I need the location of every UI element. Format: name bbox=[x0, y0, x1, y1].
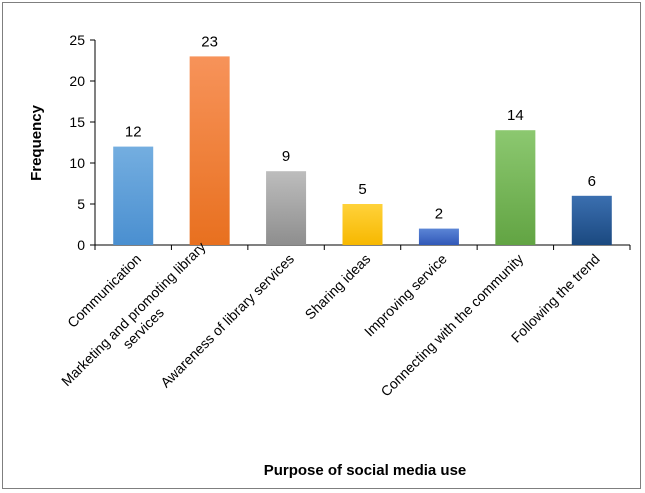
bar bbox=[571, 195, 612, 245]
data-labels: 12 23 9 5 2 14 6 bbox=[125, 33, 596, 222]
category-label: Connecting with the community bbox=[377, 251, 526, 400]
y-tick-label: 10 bbox=[69, 155, 85, 171]
bar bbox=[342, 204, 383, 245]
y-axis: 0 5 10 15 20 25 bbox=[69, 32, 96, 253]
x-axis-title: Purpose of social media use bbox=[264, 462, 467, 479]
y-axis-title: Frequency bbox=[28, 104, 45, 181]
bar bbox=[266, 171, 307, 245]
data-label: 6 bbox=[588, 173, 596, 190]
y-tick-label: 0 bbox=[77, 237, 85, 253]
y-tick-label: 15 bbox=[69, 114, 85, 130]
data-label: 9 bbox=[282, 148, 290, 165]
bar bbox=[418, 228, 459, 245]
data-label: 5 bbox=[358, 181, 366, 198]
y-tick-label: 20 bbox=[69, 73, 85, 89]
bar bbox=[495, 130, 536, 245]
data-label: 12 bbox=[125, 124, 142, 141]
y-tick-label: 5 bbox=[77, 196, 85, 212]
category-label: Sharing ideas bbox=[302, 251, 374, 323]
bars bbox=[113, 56, 612, 246]
data-label: 23 bbox=[201, 33, 218, 50]
x-axis bbox=[94, 244, 631, 250]
bar bbox=[113, 146, 154, 245]
data-label: 2 bbox=[435, 206, 443, 223]
bar bbox=[189, 56, 230, 246]
category-label: Improving service bbox=[361, 250, 450, 339]
data-label: 14 bbox=[507, 107, 524, 124]
y-tick-label: 25 bbox=[69, 32, 85, 48]
